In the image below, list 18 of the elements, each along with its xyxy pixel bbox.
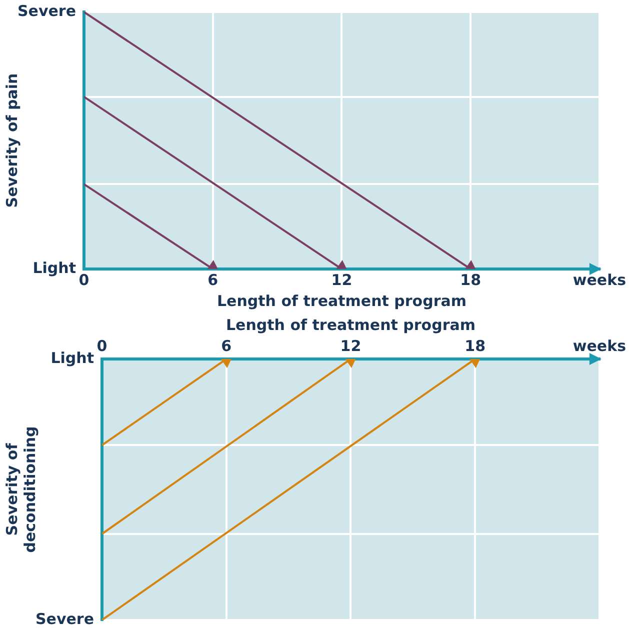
x-tick-label: 12 bbox=[331, 270, 352, 289]
x-tick-label: 12 bbox=[340, 336, 362, 355]
x-tick-label: 0 bbox=[96, 336, 108, 355]
text: Severe bbox=[36, 610, 94, 628]
x-tick-label: 0 bbox=[78, 270, 90, 289]
x-tick-label: weeks bbox=[572, 336, 626, 355]
x-axis-title: Length of treatment program bbox=[226, 316, 476, 334]
y-axis-title: Severity of deconditioning bbox=[2, 426, 39, 553]
x-tick-label: weeks bbox=[572, 270, 626, 289]
x-tick-label: 18 bbox=[464, 336, 486, 355]
y-axis-title: Severity of pain bbox=[2, 73, 21, 208]
x-tick-label: 6 bbox=[208, 270, 218, 289]
text: Light bbox=[32, 258, 76, 277]
x-tick-label: 6 bbox=[221, 336, 232, 355]
text: Severe bbox=[18, 2, 76, 20]
x-axis-title: Length of treatment program bbox=[216, 292, 466, 310]
x-tick-label: 18 bbox=[460, 270, 482, 289]
text: Light bbox=[50, 348, 94, 367]
